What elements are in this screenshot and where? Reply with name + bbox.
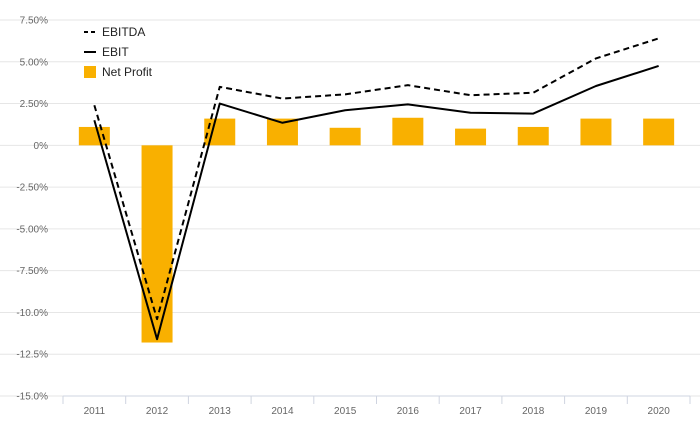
legend: EBITDA EBIT Net Profit [84, 25, 153, 79]
y-tick-label: -2.50% [16, 183, 48, 194]
y-tick-label: -10.0% [16, 308, 48, 319]
y-tick-label: 5.00% [20, 57, 48, 68]
y-tick-label: -15.0% [16, 392, 48, 403]
line-ebitda [93, 37, 659, 321]
x-tick-label: 2011 [84, 406, 106, 417]
bar-net-profit-2011 [78, 126, 110, 146]
x-tick-label: 2018 [522, 406, 545, 417]
bar-net-profit-2018 [517, 126, 549, 146]
line-series [93, 37, 659, 341]
bar-net-profit-2020 [643, 118, 675, 146]
bar-series-net-profit [78, 117, 675, 343]
y-tick-label: -7.50% [16, 266, 48, 277]
y-tick-label: -12.5% [16, 350, 48, 361]
x-tick-label: 2017 [459, 406, 482, 417]
legend-swatch-net-profit [84, 66, 96, 78]
x-tick-label: 2015 [334, 406, 357, 417]
x-tick-label: 2019 [585, 406, 608, 417]
x-tick-label: 2013 [209, 406, 232, 417]
legend-label: Net Profit [102, 65, 153, 79]
y-tick-label: 2.50% [20, 99, 48, 110]
bar-net-profit-2015 [329, 127, 361, 146]
legend-label: EBIT [102, 45, 129, 59]
x-tick-label: 2016 [397, 406, 420, 417]
x-tick-label: 2012 [146, 406, 169, 417]
legend-label: EBITDA [102, 25, 145, 39]
y-tick-label: -5.00% [16, 224, 48, 235]
bar-net-profit-2017 [455, 128, 487, 146]
bar-net-profit-2016 [392, 117, 424, 146]
axes: 7.50% 5.00% 2.50% 0% -2.50% -5.00% -7.50% -10.0… [16, 16, 691, 417]
x-tick-label: 2014 [271, 406, 294, 417]
line-ebit [93, 65, 659, 341]
y-tick-label: 0% [34, 141, 49, 152]
bar-net-profit-2012 [141, 145, 173, 343]
bar-net-profit-2019 [580, 118, 612, 146]
x-tick-label: 2020 [648, 406, 671, 417]
y-tick-label: 7.50% [20, 16, 48, 27]
